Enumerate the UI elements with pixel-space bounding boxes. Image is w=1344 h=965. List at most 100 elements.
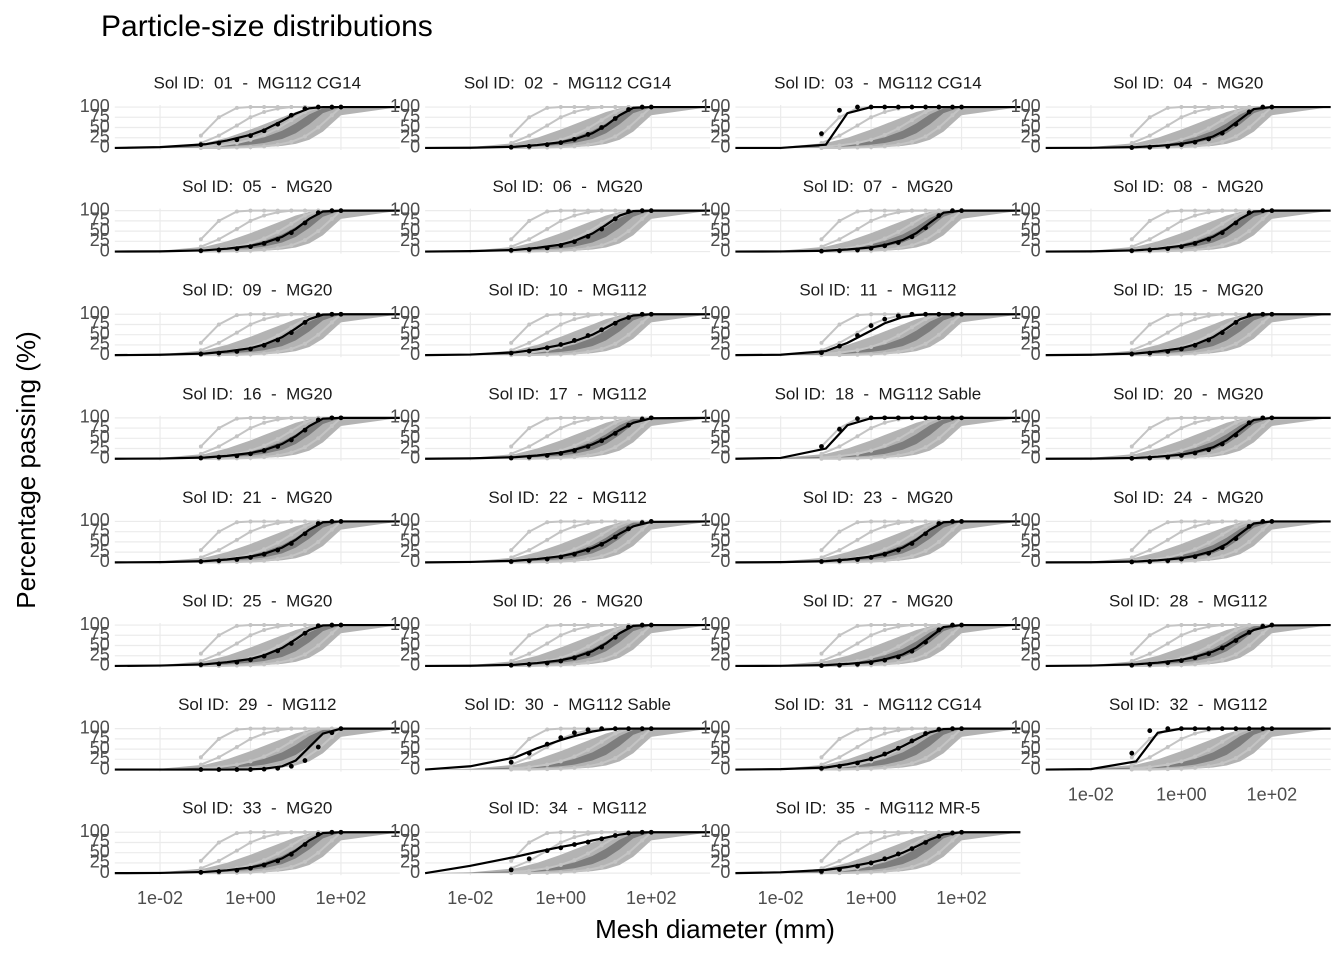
data-point [626,422,631,428]
reference-point [234,623,239,628]
reference-point [302,627,307,632]
reference-point [599,243,604,248]
data-point [1178,453,1184,458]
y-tick-label: 75 [710,313,730,333]
reference-point [613,830,618,835]
reference-point [837,755,842,760]
reference-point [869,726,874,731]
reference-point [572,519,577,524]
reference-point [882,519,887,524]
reference-point [1220,415,1225,420]
reference-point [1193,208,1198,213]
reference-point [613,524,618,529]
reference-point [819,651,824,656]
reference-point [1260,216,1265,221]
reference-point [1147,767,1152,772]
reference-point [1193,109,1198,114]
data-point [882,657,888,663]
reference-point [950,113,955,118]
reference-point [923,134,928,139]
data-point [1260,415,1266,421]
data-point [612,534,618,540]
data-point [639,520,645,526]
data-point [315,417,321,423]
y-tick-label: 100 [700,717,730,737]
reference-point [275,831,280,836]
reference-point [275,437,280,442]
y-tick-label: 100 [1011,614,1041,634]
data-point [895,745,901,751]
reference-point [923,726,928,731]
reference-point [936,643,941,648]
reference-point [869,145,874,150]
reference-point [1260,113,1265,118]
band [1045,728,1331,770]
data-point [261,128,267,134]
data-point [198,767,204,772]
data-point [1147,559,1153,564]
reference-point [613,105,618,110]
reference-point [527,237,532,242]
reference-point [837,858,842,863]
data-point [936,833,942,839]
reference-point [1165,209,1170,214]
reference-point [819,548,824,553]
y-tick-label: 25 [400,748,420,768]
reference-point [869,830,874,835]
data-point [572,239,577,245]
reference-point [216,548,221,553]
reference-point [302,420,307,425]
data-point [1147,455,1153,461]
reference-point [289,865,294,870]
data-point [868,104,874,110]
reference-point [198,755,203,760]
reference-point [234,123,239,128]
y-tick-label: 75 [710,728,730,748]
fitted-curve [735,623,1021,668]
reference-point [275,210,280,215]
data-point [558,658,564,664]
data-point [639,416,645,422]
reference-point [289,830,294,835]
reference-point [234,520,239,525]
reference-point [545,123,550,128]
reference-point [248,552,253,557]
reference-point [1129,237,1134,242]
fitted-curve [1045,727,1331,771]
data-point [909,104,915,110]
data-point [544,741,550,747]
reference-point [509,651,514,656]
reference-point [896,624,901,629]
data-point [234,246,240,252]
data-point [338,829,344,835]
data-point [648,104,654,110]
y-tick-label: 100 [80,717,110,737]
reference-point [837,633,842,638]
reference-point [558,145,563,150]
data-point [198,351,204,357]
reference-point [626,125,631,130]
reference-point [626,332,631,337]
y-tick-label: 50 [90,116,110,136]
reference-point [275,521,280,526]
reference-point [545,520,550,525]
reference-point [1206,764,1211,769]
reference-point [882,420,887,425]
reference-point [819,456,824,461]
reference-point [1193,765,1198,770]
reference-point [248,352,253,357]
reference-point [289,347,294,352]
data-point [819,131,824,137]
reference-point [950,631,955,636]
y-tick-label: 25 [710,230,730,250]
data-point [895,104,901,110]
reference-point [909,347,914,352]
data-point [1246,109,1252,115]
data-point [895,313,901,319]
reference-point [1147,548,1152,553]
panel-title: Sol ID: 34 - MG112 [488,799,646,818]
reference-point [289,208,294,213]
reference-point [275,333,280,338]
reference-point [869,552,874,557]
